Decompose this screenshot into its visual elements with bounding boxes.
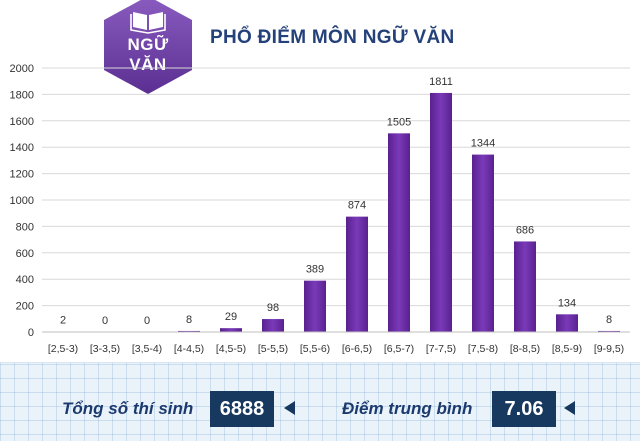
data-label: 0 [144, 315, 150, 327]
data-label: 8 [186, 314, 192, 326]
bar [262, 319, 284, 332]
bar [388, 133, 410, 332]
y-tick-label: 1800 [10, 89, 34, 101]
summary-total: Tổng số thí sinh 6888 [0, 387, 300, 429]
open-book-icon [130, 12, 166, 34]
x-tick-label: [6,5-7) [384, 343, 414, 355]
y-tick-label: 1400 [10, 142, 34, 154]
y-tick-label: 200 [16, 301, 34, 313]
x-tick-label: [3,5-4) [132, 343, 162, 355]
y-tick-label: 0 [28, 327, 34, 339]
badge-hexagon [104, 0, 192, 94]
y-tick-label: 1000 [10, 195, 34, 207]
bar [514, 241, 536, 332]
bar-chart: 02004006008001000120014001600180020002[2… [10, 63, 630, 355]
x-tick-label: [4-4,5) [174, 343, 204, 355]
x-tick-label: [8-8,5) [510, 343, 540, 355]
data-label: 2 [60, 315, 66, 327]
y-tick-label: 400 [16, 274, 34, 286]
summary-average: Điểm trung bình 7.06 [300, 387, 600, 429]
data-label: 686 [516, 224, 534, 236]
average-score-label: Điểm trung bình [342, 399, 473, 418]
data-label: 1505 [387, 116, 411, 128]
total-candidates-label: Tổng số thí sinh [62, 399, 194, 418]
data-label: 0 [102, 315, 108, 327]
bar [430, 92, 452, 332]
subject-badge: NGỮ VĂN [100, 0, 196, 94]
bar [556, 314, 578, 332]
total-arrow-icon [284, 401, 295, 415]
x-tick-label: [7,5-8) [468, 343, 498, 355]
data-label: 8 [606, 314, 612, 326]
data-label: 98 [267, 302, 279, 314]
bar [346, 216, 368, 332]
data-label: 29 [225, 311, 237, 323]
x-tick-label: [4,5-5) [216, 343, 246, 355]
y-tick-label: 1200 [10, 169, 34, 181]
y-tick-label: 2000 [10, 63, 34, 75]
x-tick-label: [5,5-6) [300, 343, 330, 355]
data-label: 1811 [429, 76, 453, 88]
x-tick-label: [6-6,5) [342, 343, 372, 355]
x-tick-label: [8,5-9) [552, 343, 582, 355]
x-tick-label: [5-5,5) [258, 343, 288, 355]
x-tick-label: [7-7,5) [426, 343, 456, 355]
x-tick-label: [3-3,5) [90, 343, 120, 355]
data-label: 134 [558, 297, 576, 309]
badge-label-line1: NGỮ [127, 35, 169, 54]
y-tick-label: 600 [16, 248, 34, 260]
x-tick-label: [2,5-3) [48, 343, 78, 355]
data-label: 874 [348, 200, 366, 212]
bar [220, 328, 242, 332]
x-tick-label: [9-9,5) [594, 343, 624, 355]
bar [304, 280, 326, 332]
data-label: 1344 [471, 138, 495, 150]
bar [598, 330, 620, 332]
chart-title: PHỔ ĐIỂM MÔN NGỮ VĂN [210, 27, 455, 48]
average-score-value: 7.06 [492, 391, 556, 427]
y-tick-label: 800 [16, 221, 34, 233]
badge-label-line2: VĂN [129, 55, 167, 74]
data-label: 389 [306, 264, 324, 276]
y-tick-label: 1600 [10, 116, 34, 128]
total-candidates-value: 6888 [210, 391, 274, 427]
bar [472, 154, 494, 332]
average-arrow-icon [564, 401, 575, 415]
bar [178, 330, 200, 332]
